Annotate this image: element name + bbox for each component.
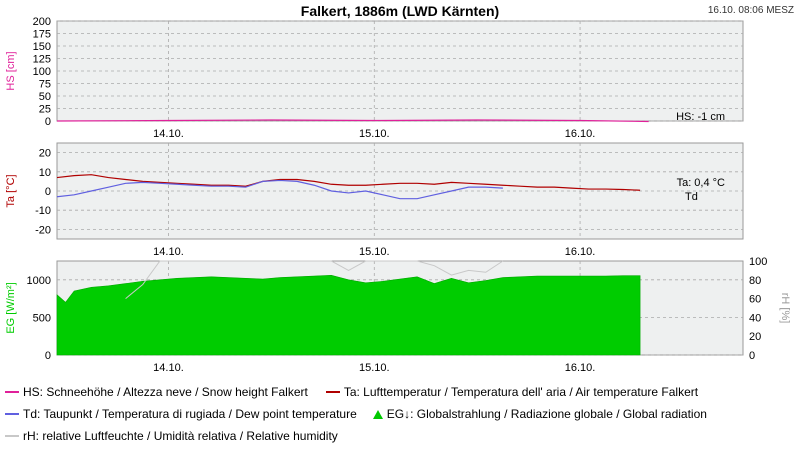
y-right-tick-label: 20 — [749, 331, 761, 343]
x-tick-label: 15.10. — [359, 362, 390, 374]
legend-ta-label: Ta: Lufttemperatur / Temperatura dell' a… — [343, 385, 699, 399]
y-axis-title: HS [cm] — [5, 51, 17, 90]
y-tick-label: 50 — [39, 91, 51, 103]
legend-ta: Ta: Lufttemperatur / Temperatura dell' a… — [325, 385, 699, 399]
series-rh-line — [125, 260, 504, 299]
td-annotation: Td — [685, 191, 698, 203]
y-right-tick-label: 60 — [749, 294, 761, 306]
legend-row-1: HS: Schneehöhe / Altezza neve / Snow hei… — [5, 385, 702, 399]
y-tick-label: 100 — [33, 66, 51, 78]
x-tick-label: 14.10. — [153, 362, 184, 374]
y-tick-label: 25 — [39, 104, 51, 116]
y-tick-label: 10 — [39, 167, 51, 179]
y-tick-label: 75 — [39, 79, 51, 91]
hs-annotation: HS: -1 cm — [676, 111, 725, 123]
legend-hs-label: HS: Schneehöhe / Altezza neve / Snow hei… — [23, 385, 308, 399]
legend-td: Td: Taupunkt / Temperatura di rugiada / … — [5, 407, 357, 421]
timestamp: 16.10. 08:06 MESZ — [707, 5, 794, 16]
y-tick-label: -20 — [35, 224, 51, 236]
legend-rh-label: rH: relative Luftfeuchte / Umidità relat… — [23, 429, 338, 443]
x-tick-label: 15.10. — [359, 246, 390, 258]
series-eg-area — [56, 274, 641, 356]
y-tick-label: 150 — [33, 41, 51, 53]
x-tick-label: 16.10. — [565, 246, 596, 258]
legend-eg-swatch — [372, 409, 383, 419]
series-ta-line — [56, 174, 641, 191]
y-tick-label: 0 — [45, 116, 51, 128]
x-tick-label: 15.10. — [359, 128, 390, 140]
x-tick-label: 16.10. — [565, 128, 596, 140]
legend-row-2: Td: Taupunkt / Temperatura di rugiada / … — [5, 407, 711, 421]
legend-ta-swatch — [325, 391, 340, 393]
y-right-tick-label: 40 — [749, 312, 761, 324]
legend-hs-swatch — [5, 391, 19, 393]
y-tick-label: 1000 — [27, 275, 51, 287]
x-tick-label: 14.10. — [153, 246, 184, 258]
y-right-tick-label: 100 — [749, 256, 767, 268]
legend-rh: rH: relative Luftfeuchte / Umidità relat… — [5, 429, 338, 443]
x-tick-label: 16.10. — [565, 362, 596, 374]
y-tick-label: 175 — [33, 29, 51, 41]
y-right-tick-label: 80 — [749, 275, 761, 287]
legend-hs: HS: Schneehöhe / Altezza neve / Snow hei… — [5, 385, 308, 399]
series-hs-line — [56, 119, 649, 123]
y-tick-label: 20 — [39, 148, 51, 160]
y-tick-label: 0 — [45, 186, 51, 198]
y-tick-label: -10 — [35, 205, 51, 217]
series-td-line — [56, 179, 503, 200]
chart-title: Falkert, 1886m (LWD Kärnten) — [300, 3, 500, 19]
y-tick-label: 500 — [33, 312, 51, 324]
y-tick-label: 0 — [45, 350, 51, 362]
legend-row-3: rH: relative Luftfeuchte / Umidità relat… — [5, 429, 342, 443]
y-axis-title: EG [W/m²] — [5, 282, 17, 333]
ta-annotation: Ta: 0,4 °C — [677, 177, 725, 189]
y-tick-label: 200 — [33, 16, 51, 28]
legend-rh-swatch — [5, 435, 19, 437]
y-right-tick-label: 0 — [749, 350, 755, 362]
y-right-axis-title: rH [%] — [779, 293, 791, 324]
legend-eg-label: EG↓: Globalstrahlung / Radiazione global… — [386, 407, 707, 421]
legend-td-swatch — [5, 413, 19, 415]
legend-td-label: Td: Taupunkt / Temperatura di rugiada / … — [23, 407, 357, 421]
y-tick-label: 125 — [33, 54, 51, 66]
y-axis-title: Ta [°C] — [5, 174, 17, 207]
x-tick-label: 14.10. — [153, 128, 184, 140]
legend-eg: EG↓: Globalstrahlung / Radiazione global… — [361, 407, 707, 421]
